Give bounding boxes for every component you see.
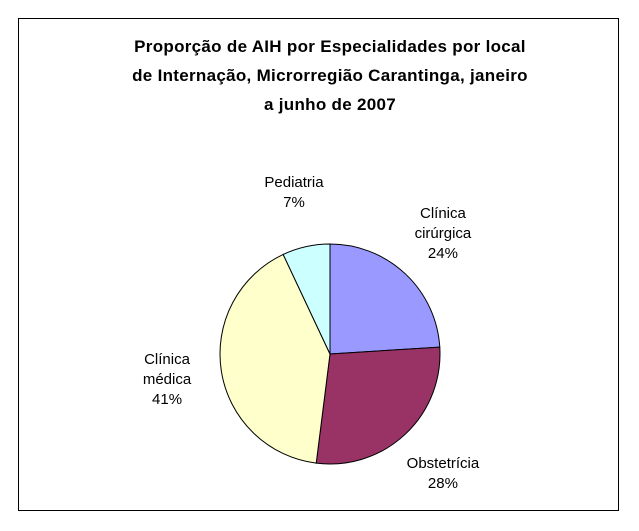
value-label: 28% bbox=[427, 475, 458, 493]
chart-frame bbox=[18, 18, 619, 511]
pie-slice bbox=[282, 243, 331, 355]
category-label: Clínica médica bbox=[142, 350, 192, 388]
slice-label: Pediatria 7% bbox=[252, 173, 336, 213]
value-label: 24% bbox=[427, 244, 458, 262]
category-label: Pediatria bbox=[264, 173, 324, 191]
pie-slice bbox=[329, 243, 441, 355]
pie-slice bbox=[315, 346, 441, 465]
value-label: 41% bbox=[152, 390, 183, 408]
chart-title: Proporção de AIH por Especialidades por … bbox=[132, 37, 528, 114]
slice-label: Clínica cirúrgica 24% bbox=[401, 204, 485, 264]
value-label: 7% bbox=[283, 193, 305, 211]
slice-label: Obstetrícia 28% bbox=[401, 454, 485, 494]
slice-label: Clínica médica 41% bbox=[125, 350, 209, 410]
category-label: Clínica cirúrgica bbox=[414, 204, 472, 242]
category-label: Obstetrícia bbox=[406, 455, 480, 473]
pie-slice bbox=[219, 253, 331, 464]
